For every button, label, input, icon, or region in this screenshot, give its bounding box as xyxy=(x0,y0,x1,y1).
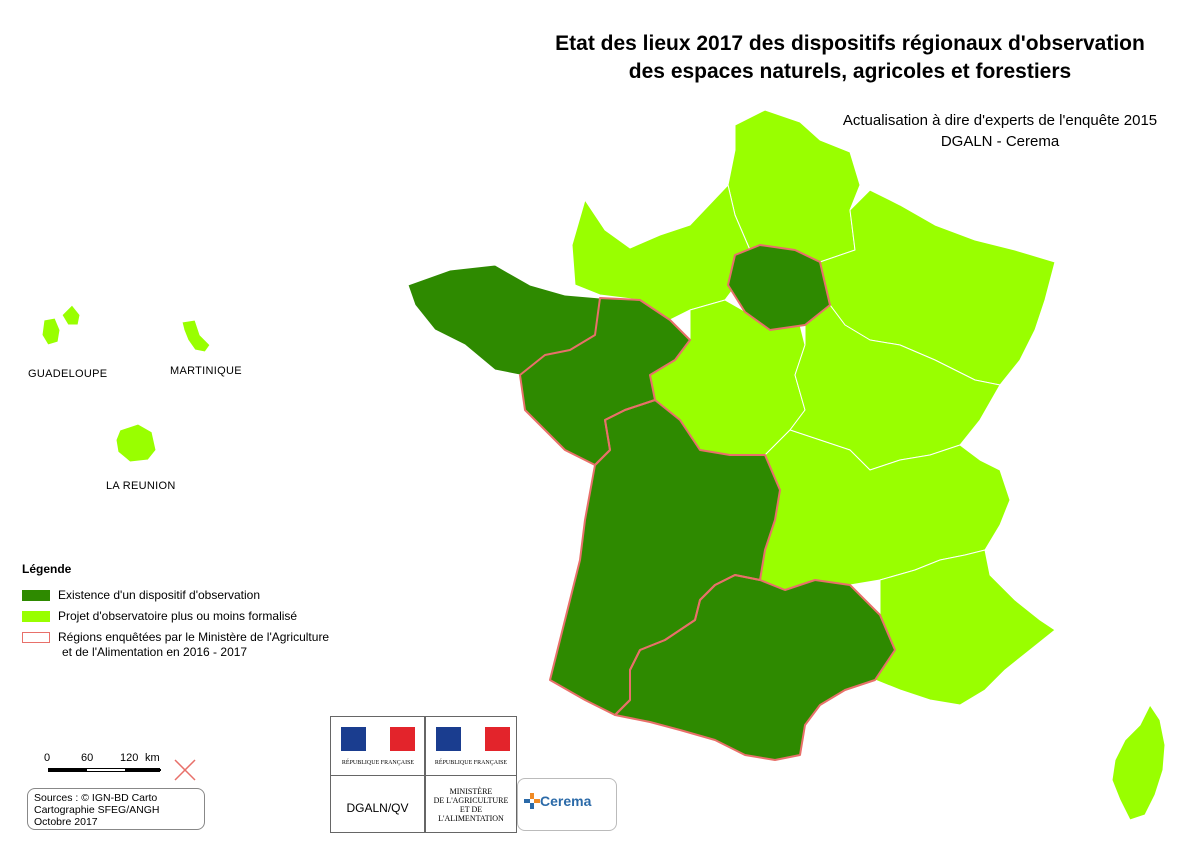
legend-label: Projet d'observatoire plus ou moins form… xyxy=(58,609,298,623)
sources-line-2: Cartographie SFEG/ANGH xyxy=(34,804,160,816)
scale-bar-graphic xyxy=(48,768,161,772)
logo-ministry: RÉPUBLIQUE FRANÇAISE MINISTÈRE DE L'AGRI… xyxy=(425,716,517,833)
legend-item-surveyed: Régions enquêtées par le Ministère de l'… xyxy=(22,630,329,660)
cerema-mark-icon xyxy=(524,793,540,809)
map-title: Etat des lieux 2017 des dispositifs régi… xyxy=(470,30,1200,86)
region-corse xyxy=(1111,704,1166,821)
ministry-line-3: ET DE xyxy=(459,805,483,814)
scale-label-60: 60 xyxy=(81,752,94,764)
legend: Légende Existence d'un dispositif d'obse… xyxy=(22,562,329,666)
dgaln-label: DGALN/QV xyxy=(346,801,409,815)
subtitle-line-1: Actualisation à dire d'experts de l'enqu… xyxy=(842,112,1158,129)
rf-text: RÉPUBLIQUE FRANÇAISE xyxy=(434,760,508,766)
legend-item-existing: Existence d'un dispositif d'observation xyxy=(22,588,329,603)
scale-label-0: 0 xyxy=(44,752,51,764)
legend-title: Légende xyxy=(22,562,72,576)
territory-guadeloupe xyxy=(41,304,81,346)
logo-cerema: Cerema xyxy=(517,778,617,831)
label-martinique: MARTINIQUE xyxy=(170,365,242,377)
legend-item-project: Projet d'observatoire plus ou moins form… xyxy=(22,609,329,624)
scale-label-unit: km xyxy=(145,752,160,764)
legend-label: Régions enquêtées par le Ministère de l'… xyxy=(58,630,329,660)
legend-swatch-light-green xyxy=(22,611,50,622)
sources-box: Sources : © IGN-BD Carto Cartographie SF… xyxy=(27,788,205,830)
title-line-1: Etat des lieux 2017 des dispositifs régi… xyxy=(555,32,1145,55)
region-provence-alpes-cote-dazur xyxy=(874,549,1056,706)
marianne-flag-icon xyxy=(341,727,416,751)
legend-label-line-1: Régions enquêtées par le Ministère de l'… xyxy=(58,630,330,644)
scale-label-120: 120 xyxy=(120,752,139,764)
ministry-line-1: MINISTÈRE xyxy=(449,787,493,796)
north-cross-icon xyxy=(174,759,196,781)
surveyed-regions-outline xyxy=(519,244,896,761)
label-la-reunion: LA REUNION xyxy=(106,480,176,492)
marianne-flag-icon xyxy=(436,727,511,751)
cerema-name: Cerema xyxy=(540,793,592,809)
territory-martinique xyxy=(181,319,211,353)
rf-text: RÉPUBLIQUE FRANÇAISE xyxy=(341,760,415,766)
sources-line-1: Sources : © IGN-BD Carto xyxy=(34,792,158,804)
region-hauts-de-france xyxy=(727,109,861,263)
map-subtitle: Actualisation à dire d'experts de l'enqu… xyxy=(790,110,1200,152)
sources-line-3: Octobre 2017 xyxy=(34,816,98,828)
logo-dgaln: RÉPUBLIQUE FRANÇAISE DGALN/QV xyxy=(330,716,425,833)
ministry-line-2: DE L'AGRICULTURE xyxy=(433,796,509,805)
title-line-2: des espaces naturels, agricoles et fores… xyxy=(628,60,1072,83)
subtitle-line-2: DGALN - Cerema xyxy=(940,133,1060,150)
label-guadeloupe: GUADELOUPE xyxy=(28,368,108,380)
legend-label: Existence d'un dispositif d'observation xyxy=(58,588,261,602)
ministry-line-4: L'ALIMENTATION xyxy=(438,814,504,823)
legend-swatch-dark-green xyxy=(22,590,50,601)
legend-label-line-2: et de l'Alimentation en 2016 - 2017 xyxy=(62,645,248,659)
territory-la-reunion xyxy=(115,423,157,463)
legend-swatch-outline xyxy=(22,632,50,643)
ministry-text: MINISTÈRE DE L'AGRICULTURE ET DE L'ALIME… xyxy=(426,787,516,823)
